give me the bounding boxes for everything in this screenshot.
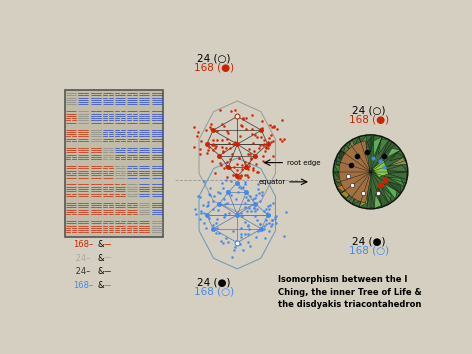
Text: &: & [98,253,107,263]
Text: root edge: root edge [287,160,320,166]
Text: 168 (○): 168 (○) [194,287,234,297]
Text: ––: –– [104,240,112,249]
Text: Isomorphism between the I
Ching, the inner Tree of Life &
the disdyakis triacont: Isomorphism between the I Ching, the inn… [278,275,421,309]
Text: 24 (○): 24 (○) [197,53,231,63]
Circle shape [333,135,408,209]
Text: ––: –– [104,267,112,276]
Polygon shape [339,150,353,161]
Text: 24–: 24– [73,267,90,276]
Text: 168–: 168– [73,240,93,249]
Text: 168 (●): 168 (●) [194,63,234,73]
Text: equator: equator [259,179,286,185]
Polygon shape [390,153,405,161]
Polygon shape [378,188,389,207]
Bar [65,90,163,236]
Polygon shape [352,187,364,204]
Text: 168 (●): 168 (●) [349,115,389,125]
Text: 24 (○): 24 (○) [352,105,386,116]
Polygon shape [337,184,350,192]
Polygon shape [346,187,360,204]
Polygon shape [388,182,401,194]
Polygon shape [334,164,351,172]
Polygon shape [378,139,389,155]
Polygon shape [334,178,352,184]
Text: 24 (●): 24 (●) [197,277,231,287]
Polygon shape [380,185,391,204]
Text: &: & [98,240,107,249]
Polygon shape [388,158,407,166]
Polygon shape [387,148,401,158]
Text: ––: –– [104,253,112,263]
Polygon shape [372,160,388,177]
Polygon shape [337,157,353,166]
Polygon shape [339,141,371,203]
Text: &: & [98,281,107,290]
Text: 168 (○): 168 (○) [349,246,389,256]
Polygon shape [333,172,351,178]
Text: 24–: 24– [73,253,90,263]
Polygon shape [355,137,364,158]
Polygon shape [340,185,356,198]
Polygon shape [359,187,367,207]
Polygon shape [344,144,357,159]
Polygon shape [367,135,374,153]
Polygon shape [374,194,381,209]
Polygon shape [381,140,396,158]
Text: 24 (●): 24 (●) [352,236,386,246]
Polygon shape [374,137,382,157]
Polygon shape [386,165,408,172]
Polygon shape [348,140,360,157]
Text: ––: –– [104,281,112,290]
Polygon shape [388,177,405,187]
Polygon shape [384,184,397,199]
Text: 168–: 168– [73,281,93,290]
Polygon shape [361,135,367,151]
Text: &: & [98,267,107,276]
Polygon shape [367,189,374,209]
Polygon shape [387,172,407,179]
